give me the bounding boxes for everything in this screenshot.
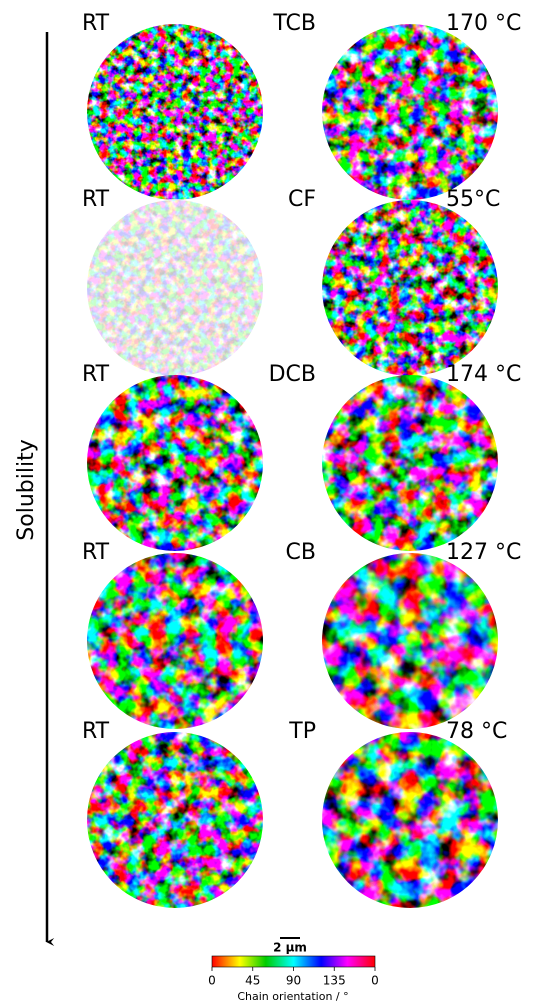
left-label: RT [82, 187, 110, 212]
solvent-label: TP [288, 719, 316, 744]
colorbar-tick-label: 0 [208, 974, 216, 988]
orientation-map [322, 200, 498, 376]
temperature-label: 170 °C [446, 11, 521, 36]
orientation-map [322, 375, 498, 551]
solvent-label: CF [288, 187, 316, 212]
left-label: RT [82, 719, 110, 744]
temperature-label: 78 °C [446, 719, 507, 744]
colorbar-tick-label: 45 [245, 974, 260, 988]
colorbar-tick-label: 135 [323, 974, 346, 988]
colorbar-tick-label: 0 [371, 974, 379, 988]
left-label: RT [82, 362, 110, 387]
orientation-map [87, 732, 263, 908]
solvent-label: DCB [269, 362, 316, 387]
orientation-map [87, 553, 263, 729]
orientation-map [322, 732, 498, 908]
temperature-label: 55°C [446, 187, 500, 212]
colorbar-label: Chain orientation / ° [237, 990, 348, 1003]
left-label: RT [82, 11, 110, 36]
temperature-label: 174 °C [446, 362, 521, 387]
orientation-map [322, 24, 498, 200]
colorbar-tick-label: 90 [286, 974, 301, 988]
orientation-map [87, 24, 263, 200]
axis-label: Solubility [14, 439, 39, 540]
temperature-label: 127 °C [446, 540, 521, 565]
orientation-map [322, 553, 498, 729]
orientation-map [87, 375, 263, 551]
solvent-label: TCB [272, 11, 316, 36]
map-overlay [86, 199, 264, 377]
colorbar [211, 955, 376, 968]
left-label: RT [82, 540, 110, 565]
solvent-label: CB [286, 540, 316, 565]
scale-bar-label: 2 μm [273, 941, 307, 955]
